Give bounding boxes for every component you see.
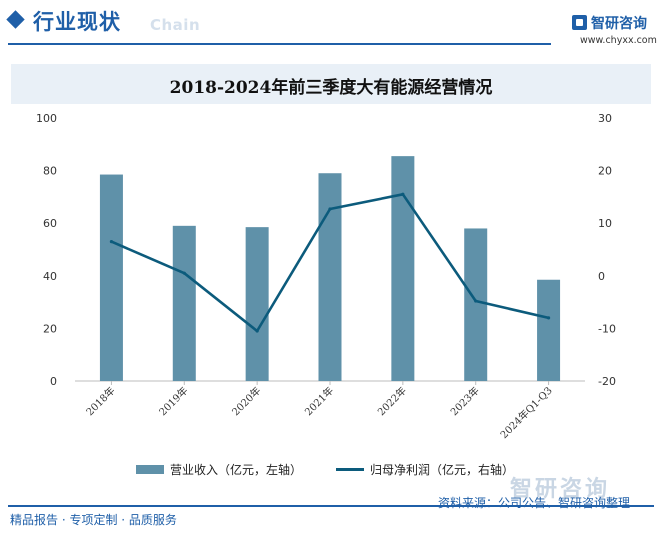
x-axis-tick-label: 2023年	[448, 384, 482, 418]
chart-title-band: 2018-2024年前三季度大有能源经营情况	[11, 64, 651, 104]
profit-point	[401, 192, 405, 196]
right-axis-tick-label: 10	[598, 217, 612, 230]
profit-point	[255, 329, 259, 333]
right-axis-tick-label: -20	[598, 375, 616, 388]
revenue-bar	[391, 156, 415, 381]
revenue-bar	[245, 227, 269, 381]
revenue-bar	[172, 225, 196, 381]
right-axis-tick-label: 20	[598, 165, 612, 178]
footer-rule	[8, 505, 654, 507]
left-axis-tick-label: 20	[43, 322, 57, 335]
right-axis-tick-label: -10	[598, 322, 616, 335]
footer-watermark: 智研咨询	[510, 477, 611, 502]
legend-swatch-line	[336, 468, 364, 471]
x-axis-tick-label: 2020年	[229, 384, 263, 418]
chart-title: 2018-2024年前三季度大有能源经营情况	[169, 78, 493, 98]
header-rule	[8, 43, 551, 45]
left-axis-tick-label: 80	[43, 165, 57, 178]
x-axis-tick-label: 2022年	[375, 384, 409, 418]
revenue-bar	[464, 228, 488, 381]
revenue-bar	[318, 173, 342, 381]
chart-plot: 0 20 40 60 80 100 -20 -10 0 10 20 30 2018年 2019年 2020年…	[36, 112, 616, 441]
legend-label-profit: 归母净利润（亿元，右轴）	[370, 463, 515, 477]
brand-logo-icon	[572, 15, 587, 30]
x-axis-tick-label: 2024年Q1-Q3	[497, 384, 554, 441]
left-axis-tick-label: 100	[36, 112, 57, 125]
left-axis-tick-label: 0	[50, 375, 57, 388]
revenue-bar	[537, 279, 561, 381]
x-axis-tick-label: 2021年	[302, 384, 336, 418]
revenue-bar	[99, 174, 123, 381]
x-axis-tick-label: 2019年	[156, 384, 190, 418]
legend-label-revenue: 营业收入（亿元，左轴）	[170, 463, 303, 477]
profit-point	[182, 271, 186, 275]
right-axis-tick-label: 30	[598, 112, 612, 125]
footer-slogan: 精品报告 · 专项定制 · 品质服务	[10, 513, 177, 527]
x-axis-tick-label: 2018年	[83, 384, 117, 418]
left-axis-tick-label: 60	[43, 217, 57, 230]
profit-point	[546, 316, 551, 320]
brand-url: www.chyxx.com	[580, 35, 657, 46]
source-note: 资料来源：公司公告、智研咨询整理	[438, 496, 631, 510]
profit-point	[474, 299, 478, 303]
left-axis-tick-label: 40	[43, 270, 57, 283]
header: 行业现状 Chain 智研咨询 www.chyxx.com	[0, 0, 662, 48]
brand: 智研咨询 www.chyxx.com	[572, 13, 662, 47]
profit-point	[328, 207, 332, 211]
header-watermark: Chain	[150, 16, 201, 34]
legend-swatch-bar	[136, 465, 164, 474]
profit-point	[109, 240, 114, 244]
brand-name: 智研咨询	[591, 16, 647, 32]
legend: 营业收入（亿元，左轴） 归母净利润（亿元，右轴）	[0, 460, 662, 480]
right-axis-tick-label: 0	[598, 270, 605, 283]
section-title: 行业现状	[33, 10, 121, 34]
